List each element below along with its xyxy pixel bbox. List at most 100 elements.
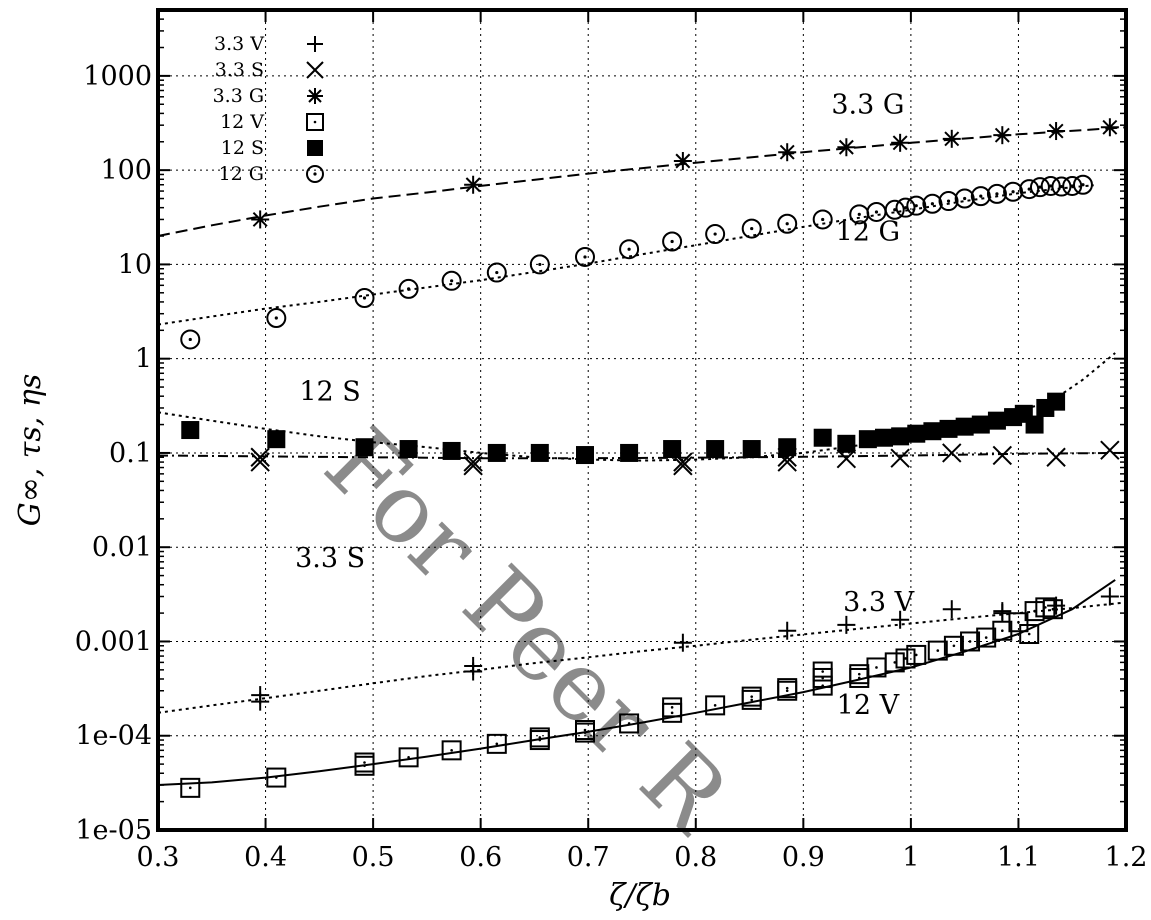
- marker-square: [706, 440, 725, 459]
- legend-label: 12 S: [221, 137, 264, 159]
- y-axis-title: G∞, τs, ηs: [13, 374, 48, 526]
- marker-square: [354, 752, 375, 773]
- data-point-asterisk: [1047, 122, 1066, 141]
- legend-marker: [306, 61, 324, 79]
- marker-circle: [1003, 181, 1024, 202]
- marker-stroke: [308, 89, 322, 103]
- marker-dot: [495, 270, 499, 275]
- data-point-filled-square: [620, 443, 639, 462]
- y-tick-label: 0.01: [92, 532, 152, 563]
- marker-square: [399, 440, 418, 459]
- marker-circle: [1029, 177, 1050, 198]
- marker-stroke: [463, 452, 483, 472]
- data-point-x: [992, 445, 1013, 466]
- marker-dot: [1081, 183, 1085, 187]
- data-point-asterisk: [251, 210, 270, 229]
- marker-dot: [904, 657, 907, 660]
- marker-stroke: [892, 135, 908, 151]
- marker-square: [662, 697, 683, 718]
- data-point-x: [890, 448, 910, 468]
- marker-square: [960, 631, 981, 652]
- data-point-open-square: [884, 652, 905, 673]
- data-point-asterisk: [1100, 118, 1119, 137]
- data-point-dotted-circle: [354, 288, 375, 309]
- marker-dot: [785, 686, 789, 690]
- marker-stroke: [675, 153, 691, 169]
- data-point-dotted-circle: [895, 197, 916, 218]
- marker-dot: [627, 722, 631, 725]
- y-tick-label: 1e-05: [75, 815, 152, 846]
- marker-stroke: [250, 447, 270, 467]
- data-point-filled-square: [399, 440, 418, 459]
- data-point-open-square: [1042, 599, 1063, 620]
- data-point-filled-square: [837, 434, 856, 453]
- marker-square: [398, 747, 419, 768]
- marker-square: [895, 648, 916, 669]
- data-point-plus: [837, 615, 856, 634]
- legend-marker: [306, 113, 324, 131]
- marker-dot: [785, 222, 789, 226]
- marker-square: [907, 424, 926, 443]
- axis-ticks: 0.3 0.4 0.5 0.6 0.7 0.8 0.9 1 1.1 1.2 1e-05 1e-04 0.…: [75, 10, 1147, 873]
- y-tick-label: 0.1: [109, 438, 152, 469]
- fit-curve: [157, 579, 1116, 786]
- marker-stroke: [306, 61, 324, 79]
- marker-square: [777, 678, 798, 699]
- marker-dot: [979, 194, 983, 198]
- data-point-asterisk: [891, 133, 910, 152]
- data-point-dotted-circle: [1072, 174, 1093, 195]
- marker-square: [1019, 624, 1040, 645]
- data-point-dotted-circle: [922, 193, 943, 214]
- legend-label: 12 V: [220, 111, 264, 133]
- marker-square: [875, 428, 893, 447]
- series-label: 12 S: [299, 377, 360, 408]
- marker-dot: [946, 199, 951, 203]
- x-tick-label: 0.9: [782, 842, 825, 873]
- data-point-open-square: [705, 695, 726, 716]
- marker-dot: [963, 196, 967, 201]
- marker-dot: [936, 649, 940, 652]
- marker-stroke: [779, 144, 795, 160]
- marker-circle: [398, 278, 419, 299]
- marker-circle: [1051, 176, 1072, 197]
- marker-square: [943, 635, 964, 656]
- data-point-filled-square: [181, 421, 200, 440]
- data-point-dotted-circle: [398, 278, 419, 299]
- marker-stroke: [944, 131, 960, 147]
- marker-circle: [1072, 174, 1093, 195]
- marker-stroke: [992, 445, 1013, 466]
- marker-dot: [670, 706, 674, 709]
- marker-square: [987, 411, 1006, 430]
- marker-square: [1035, 597, 1056, 618]
- marker-square: [976, 627, 997, 648]
- fit-curve: [157, 451, 1127, 460]
- marker-square: [1008, 612, 1029, 633]
- data-point-filled-square: [575, 446, 594, 465]
- data-point-dotted-circle: [777, 213, 798, 234]
- plot-frame: [156, 8, 1128, 832]
- marker-square: [813, 428, 832, 447]
- marker-square: [442, 441, 461, 460]
- fit-curve: [157, 601, 1127, 714]
- marker-dot: [583, 728, 587, 732]
- marker-dot: [1027, 187, 1031, 191]
- data-point-open-square: [943, 635, 964, 656]
- marker-square: [971, 415, 990, 434]
- marker-stroke: [890, 448, 910, 468]
- legend-marker: [306, 165, 324, 183]
- marker-square: [927, 640, 948, 661]
- marker-dot: [1001, 629, 1004, 633]
- marker-dot: [583, 731, 587, 734]
- legend-label: 12 G: [219, 163, 264, 185]
- marker-square: [741, 686, 762, 707]
- marker-circle: [906, 195, 927, 216]
- marker-stroke: [250, 452, 270, 472]
- data-point-plus: [464, 656, 483, 675]
- marker-dot: [857, 676, 861, 680]
- data-point-dotted-circle: [938, 191, 959, 212]
- marker-stroke: [465, 177, 481, 193]
- marker-square: [1042, 599, 1063, 620]
- marker-dot: [450, 749, 453, 752]
- marker-dot: [275, 776, 278, 779]
- data-point-plus: [1100, 587, 1119, 606]
